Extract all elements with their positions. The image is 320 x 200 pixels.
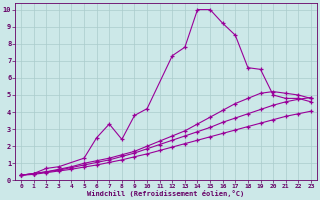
X-axis label: Windchill (Refroidissement éolien,°C): Windchill (Refroidissement éolien,°C) [87, 190, 244, 197]
